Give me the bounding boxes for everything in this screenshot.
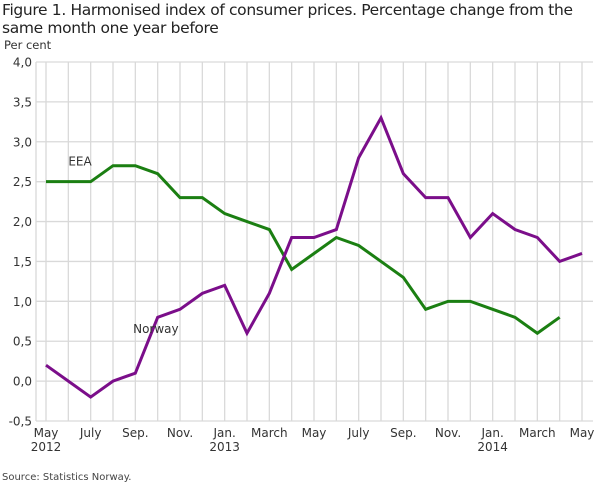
chart-title: Figure 1. Harmonised index of consumer p… (2, 1, 573, 37)
data-point-norway (380, 116, 383, 119)
x-tick-label: May (570, 426, 595, 440)
data-point-eea (268, 228, 271, 231)
y-tick-label: 4,0 (13, 56, 32, 70)
x-tick-label: Jan. (481, 426, 504, 440)
data-point-eea (223, 212, 226, 215)
data-point-eea (424, 308, 427, 311)
y-axis-unit-label: Per cent (4, 38, 52, 52)
data-point-eea (558, 316, 561, 319)
data-point-eea (246, 220, 249, 223)
data-point-norway (223, 284, 226, 287)
series-line-norway (45, 114, 583, 399)
y-tick-label: 2,0 (13, 215, 32, 229)
data-point-eea (469, 300, 472, 303)
data-point-norway (469, 236, 472, 239)
data-point-eea (536, 332, 539, 335)
source-note: Source: Statistics Norway. (2, 472, 132, 483)
data-point-norway (67, 380, 70, 383)
data-point-norway (581, 252, 584, 255)
x-tick-label: March (519, 426, 556, 440)
x-tick-label: Nov. (435, 426, 461, 440)
x-tick-year-label: 2014 (477, 440, 508, 454)
data-point-eea (447, 300, 450, 303)
data-point-norway (89, 396, 92, 399)
data-point-norway (156, 316, 159, 319)
x-tick-label: July (79, 426, 102, 440)
data-point-norway (335, 228, 338, 231)
x-tick-year-label: 2012 (31, 440, 62, 454)
data-point-norway (536, 236, 539, 239)
data-point-eea (335, 236, 338, 239)
data-point-norway (491, 212, 494, 215)
y-tick-label: 1,5 (13, 255, 32, 269)
data-point-norway (402, 172, 405, 175)
x-tick-year-label: 2013 (209, 440, 240, 454)
data-point-eea (357, 244, 360, 247)
data-point-norway (424, 196, 427, 199)
data-point-norway (201, 292, 204, 295)
x-tick-label: May (34, 426, 59, 440)
data-point-eea (313, 252, 316, 255)
series-label-norway: Norway (133, 322, 179, 336)
y-tick-label: 3,5 (13, 95, 32, 109)
data-point-eea (134, 164, 137, 167)
data-point-norway (246, 332, 249, 335)
data-point-norway (558, 260, 561, 263)
data-point-norway (45, 364, 48, 367)
x-tick-label: July (347, 426, 370, 440)
x-tick-label: Sep. (390, 426, 416, 440)
data-point-norway (112, 380, 115, 383)
data-point-norway (179, 308, 182, 311)
data-point-eea (514, 316, 517, 319)
y-tick-label: 2,5 (13, 175, 32, 189)
data-point-norway (134, 372, 137, 375)
data-point-eea (67, 180, 70, 183)
series-labels: EEA Norway (68, 155, 178, 337)
data-point-eea (402, 276, 405, 279)
data-point-eea (179, 196, 182, 199)
data-point-norway (313, 236, 316, 239)
y-tick-label: 0,5 (13, 335, 32, 349)
y-tick-label: 0,0 (13, 375, 32, 389)
y-tick-labels: -0,5 0,0 0,5 1,0 1,5 2,0 2,5 3,0 3,5 4,0 (9, 56, 32, 429)
data-point-eea (45, 180, 48, 183)
data-point-norway (290, 236, 293, 239)
series-label-eea: EEA (68, 155, 92, 169)
data-point-norway (268, 292, 271, 295)
data-point-eea (290, 268, 293, 271)
series-lines (45, 114, 584, 399)
y-tick-label: 1,0 (13, 295, 32, 309)
x-tick-label: Sep. (122, 426, 148, 440)
data-point-eea (201, 196, 204, 199)
y-tick-label: -0,5 (9, 415, 32, 429)
data-point-eea (380, 260, 383, 263)
x-tick-label: May (302, 426, 327, 440)
data-point-eea (491, 308, 494, 311)
data-point-eea (89, 180, 92, 183)
data-point-norway (357, 156, 360, 159)
series-line-eea (46, 164, 561, 336)
data-point-eea (156, 172, 159, 175)
data-point-eea (112, 164, 115, 167)
y-tick-label: 3,0 (13, 135, 32, 149)
x-tick-label: Nov. (167, 426, 193, 440)
vertical-gridlines (45, 62, 583, 421)
x-tick-label: Jan. (213, 426, 236, 440)
x-tick-label: March (251, 426, 288, 440)
data-point-norway (514, 228, 517, 231)
data-point-norway (447, 196, 450, 199)
